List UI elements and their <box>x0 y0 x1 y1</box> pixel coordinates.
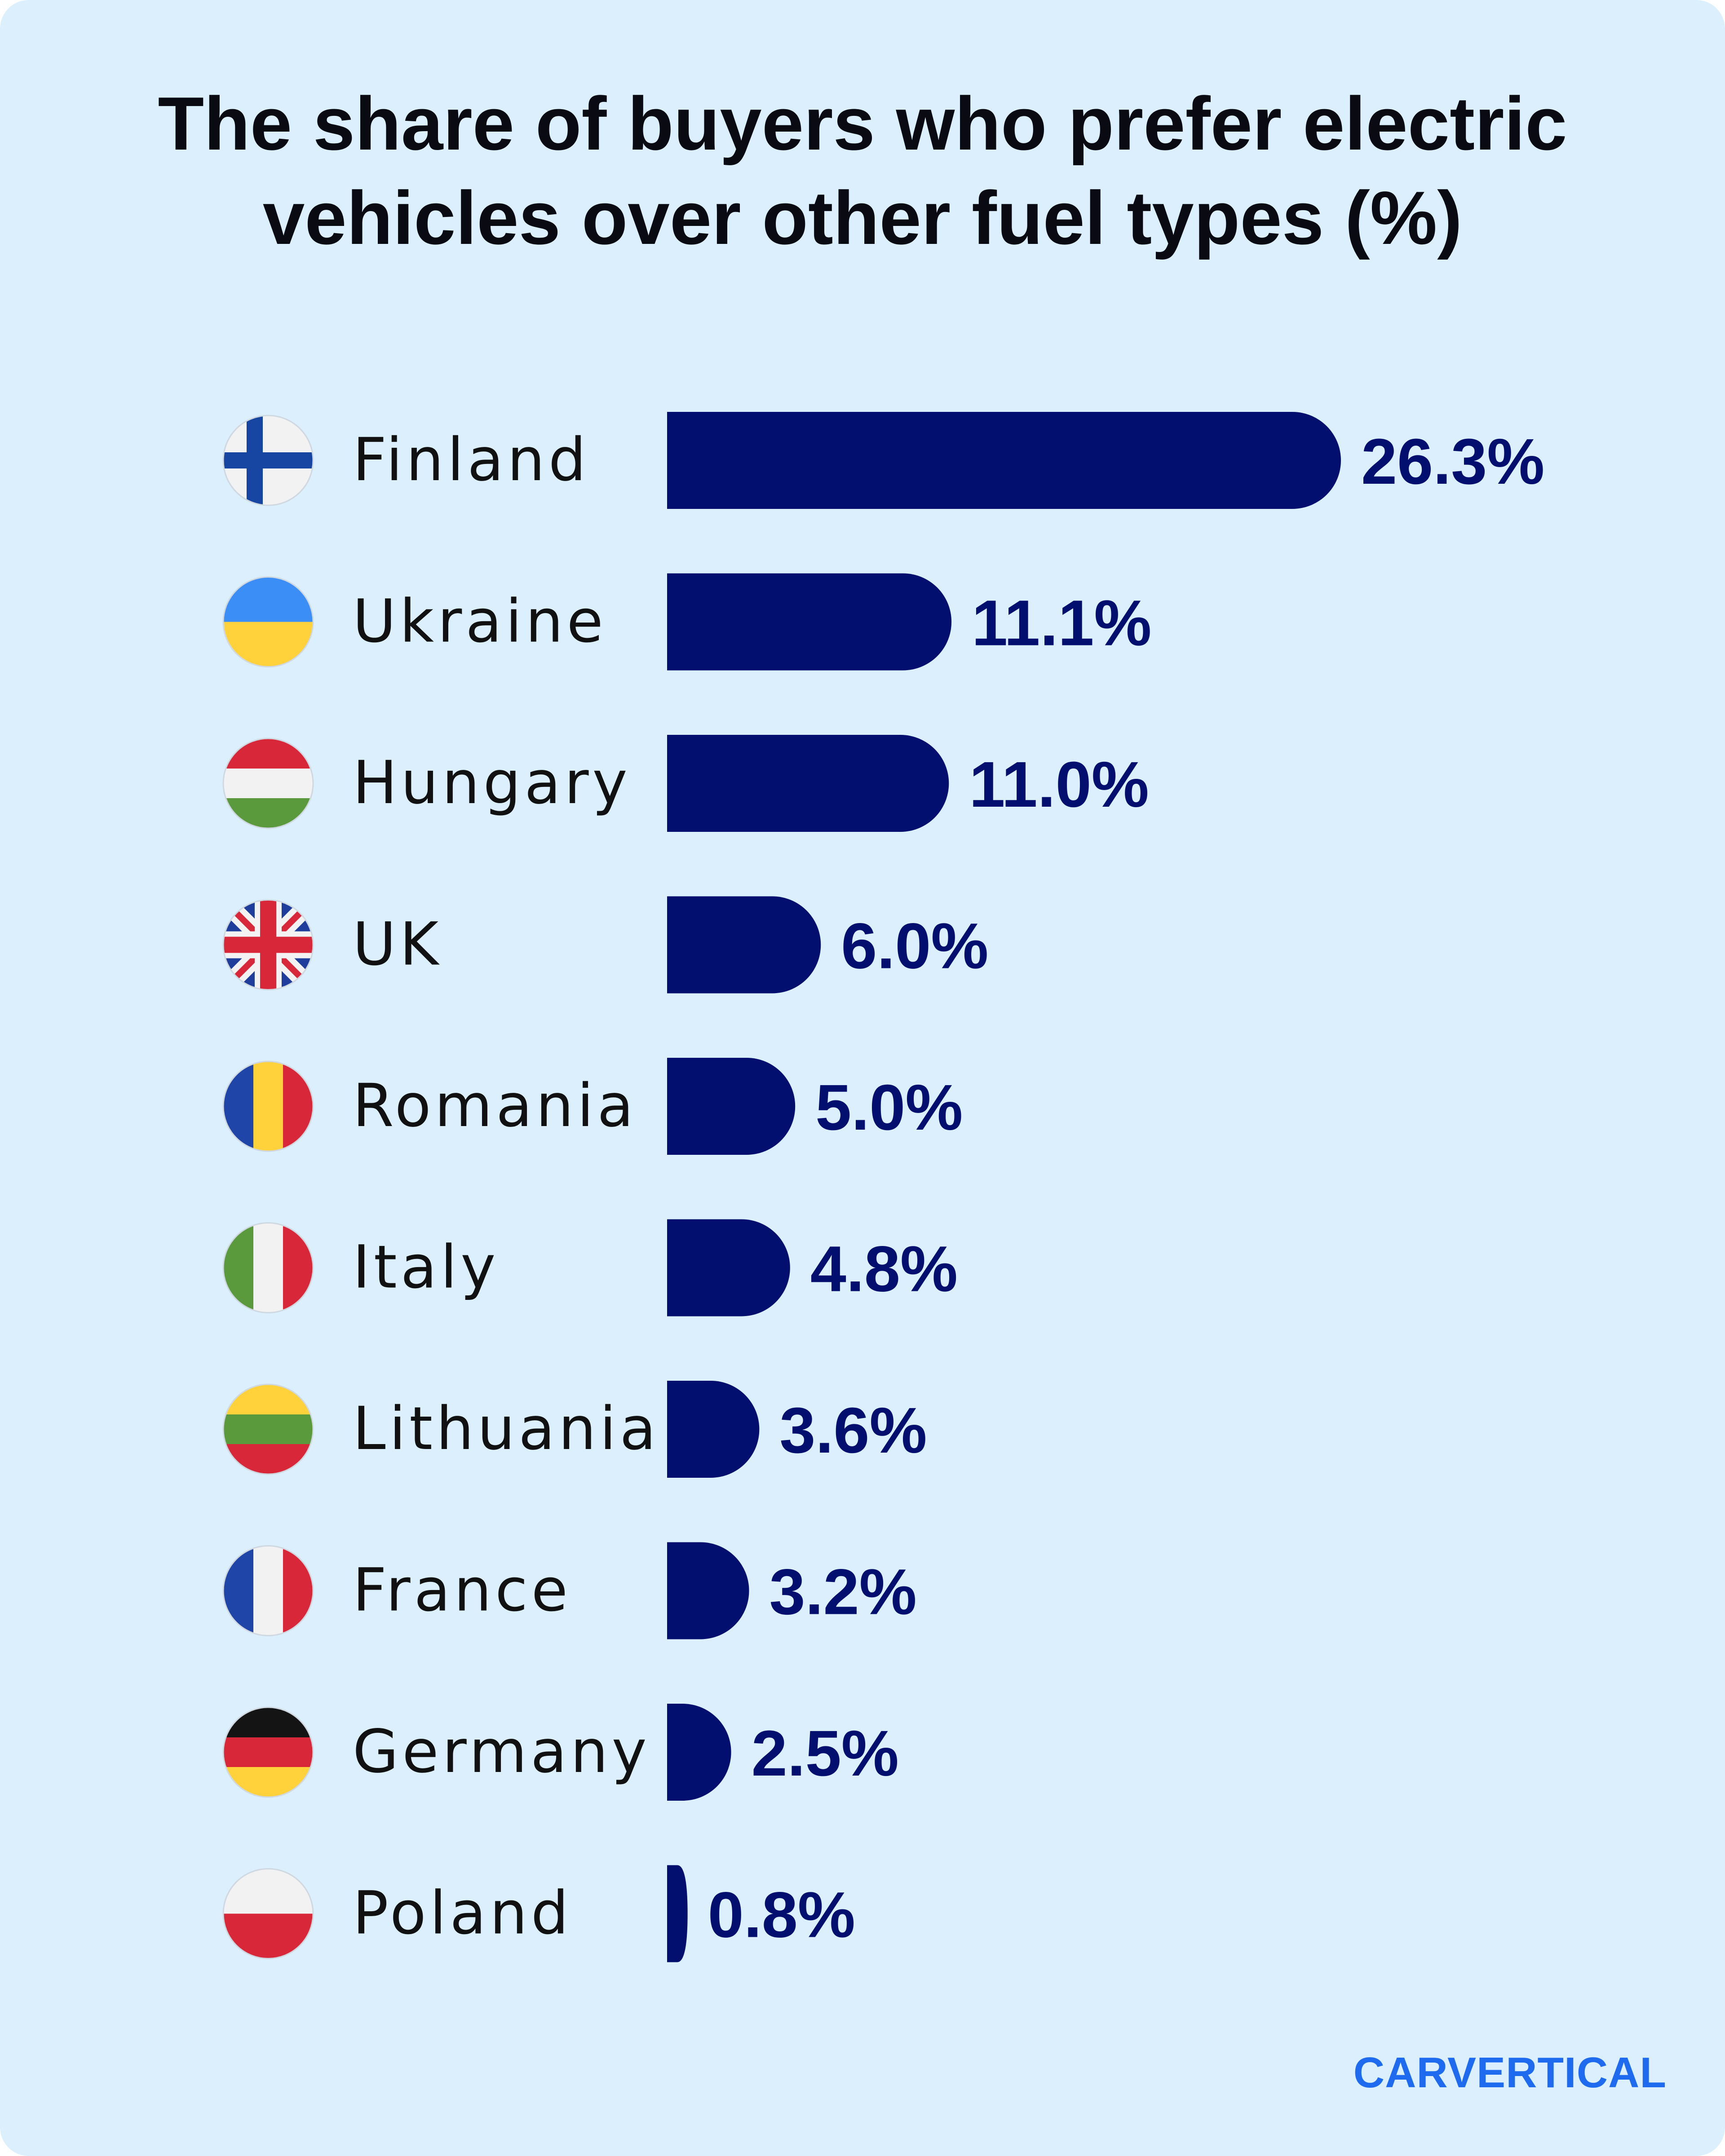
bar-row-uk: UK 6.0% <box>222 896 988 994</box>
bar-row-poland: Poland 0.8% <box>222 1865 855 1962</box>
bar-row-romania: Romania 5.0% <box>222 1058 963 1155</box>
bar-row-germany: Germany 2.5% <box>222 1704 899 1801</box>
bar-row-italy: Italy 4.8% <box>222 1219 958 1317</box>
uk-flag-icon <box>223 900 313 990</box>
category-label: Hungary <box>353 748 631 817</box>
category-label: Finland <box>353 425 590 495</box>
category-label: France <box>353 1556 571 1625</box>
bar <box>667 1704 731 1801</box>
carvertical-logo: CARVERTICAL <box>1353 2049 1667 2097</box>
category-label: UK <box>353 910 442 979</box>
value-label: 0.8% <box>708 1879 855 1951</box>
category-label: Ukraine <box>353 587 607 656</box>
value-label: 3.2% <box>770 1556 917 1628</box>
bar <box>667 1219 790 1317</box>
value-label: 11.1% <box>972 587 1151 659</box>
bar <box>667 1865 688 1962</box>
value-label: 26.3% <box>1361 425 1544 498</box>
value-label: 6.0% <box>841 910 988 982</box>
category-label: Italy <box>353 1233 499 1302</box>
category-label: Lithuania <box>353 1394 659 1463</box>
bar-row-france: France 3.2% <box>222 1542 917 1639</box>
value-label: 2.5% <box>752 1717 899 1789</box>
bar <box>667 412 1341 509</box>
bar <box>667 1542 749 1639</box>
bar <box>667 1058 796 1155</box>
finland-flag-icon <box>223 415 313 505</box>
value-label: 3.6% <box>779 1394 927 1467</box>
chart-title: The share of buyers who prefer electric … <box>158 81 1567 260</box>
value-label: 4.8% <box>810 1233 958 1305</box>
value-label: 5.0% <box>815 1071 963 1144</box>
bar-row-finland: Finland 26.3% <box>222 412 1544 509</box>
bar <box>667 735 949 832</box>
bar <box>667 573 952 671</box>
category-label: Romania <box>353 1071 637 1140</box>
bar-row-hungary: Hungary 11.0% <box>222 735 1149 832</box>
value-label: 11.0% <box>969 748 1149 821</box>
bar-row-ukraine: Ukraine 11.1% <box>222 573 1151 671</box>
bar <box>667 1381 760 1478</box>
category-label: Poland <box>353 1879 572 1948</box>
category-label: Germany <box>353 1717 650 1786</box>
bar <box>667 896 821 994</box>
bar-row-lithuania: Lithuania 3.6% <box>222 1381 927 1478</box>
